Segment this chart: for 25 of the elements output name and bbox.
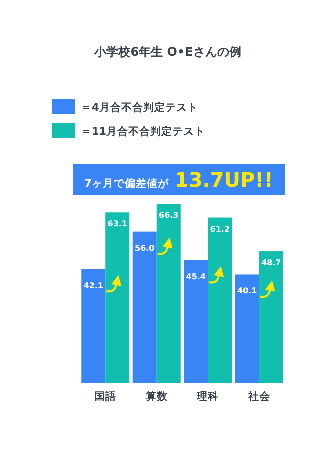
data-label: 63.1 [108,220,128,229]
bar [132,232,157,383]
x-tick-label: 理科 [196,390,220,403]
data-label: 61.2 [210,224,230,234]
data-label: 45.4 [186,272,206,282]
bar [259,252,284,383]
data-label: 66.3 [159,211,179,220]
x-tick-label: 算数 [144,390,169,403]
text: 13.7UP!! [174,168,274,192]
chart-title: 小学校6年生 O•Eさんの例 [94,45,242,59]
bar [82,269,106,383]
legend-label: ＝11月合不合判定テスト [81,125,206,138]
data-label: 48.7 [262,258,282,268]
bar [235,274,260,383]
bar [184,260,208,383]
data-label: 40.1 [238,286,258,296]
bar [208,218,232,383]
bar [106,212,130,383]
text: 7ヶ月で偏差値が [84,177,170,190]
x-tick-label: 社会 [247,390,272,403]
data-label: 56.0 [135,244,156,253]
legend-label: ＝4月合不合判定テスト [81,101,198,114]
bar [156,204,181,383]
x-tick-label: 国語 [94,390,117,403]
data-label: 42.1 [84,281,104,290]
